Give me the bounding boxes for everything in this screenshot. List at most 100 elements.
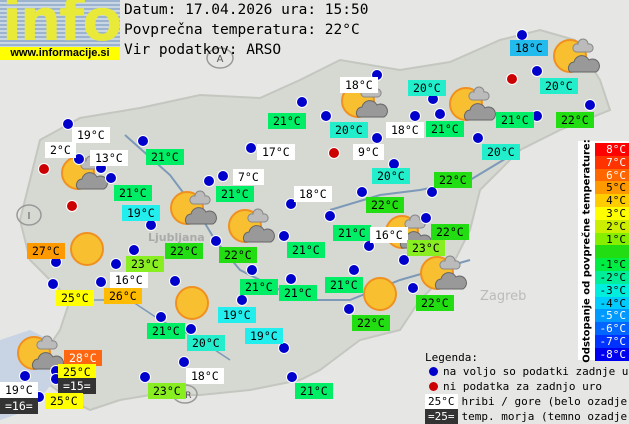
station-dot[interactable] xyxy=(372,70,382,80)
scale-row: -6°C xyxy=(595,322,629,335)
station-temp-label: 21°C xyxy=(333,225,371,241)
station-dot[interactable] xyxy=(297,97,307,107)
station-dot[interactable] xyxy=(170,276,180,286)
station-dot[interactable] xyxy=(532,66,542,76)
red-dot-icon xyxy=(429,382,438,391)
country-label-austria: A xyxy=(217,54,224,65)
partly-cloudy-icon xyxy=(553,38,600,73)
logo-url[interactable]: www.informacije.si xyxy=(0,47,120,60)
partly-cloudy-icon xyxy=(341,83,388,118)
station-temp-label: 25°C xyxy=(58,364,96,380)
station-dot[interactable] xyxy=(349,265,359,275)
station-dot[interactable] xyxy=(389,159,399,169)
station-dot[interactable] xyxy=(211,236,221,246)
blue-dot-icon xyxy=(429,367,438,376)
station-dot-missing[interactable] xyxy=(39,164,49,174)
station-dot[interactable] xyxy=(473,133,483,143)
station-dot[interactable] xyxy=(96,163,106,173)
station-dot[interactable] xyxy=(51,257,61,267)
station-dot[interactable] xyxy=(325,211,335,221)
station-dot[interactable] xyxy=(247,265,257,275)
station-dot[interactable] xyxy=(106,173,116,183)
station-dot[interactable] xyxy=(321,111,331,121)
scale-row: -1°C xyxy=(595,258,629,271)
station-dot[interactable] xyxy=(20,371,30,381)
station-temp-label: 20°C xyxy=(540,78,578,94)
station-temp-label: 21°C xyxy=(240,279,278,295)
scale-row: 7°C xyxy=(595,155,629,169)
station-dot[interactable] xyxy=(218,171,228,181)
station-temp-label: 23°C xyxy=(148,383,186,399)
station-dot[interactable] xyxy=(372,133,382,143)
station-dot[interactable] xyxy=(51,366,61,376)
station-dot[interactable] xyxy=(427,187,437,197)
avg-temp-line: Povprečna temperatura: 22°C xyxy=(124,22,360,38)
scale-row: 5°C xyxy=(595,181,629,194)
station-dot[interactable] xyxy=(48,279,58,289)
partly-cloudy-icon xyxy=(228,208,275,243)
station-temp-label: 18°C xyxy=(386,122,424,138)
station-dot[interactable] xyxy=(146,220,156,230)
station-dot[interactable] xyxy=(279,343,289,353)
partly-cloudy-icon xyxy=(420,255,467,290)
station-dot[interactable] xyxy=(364,241,374,251)
station-dot[interactable] xyxy=(410,111,420,121)
station-dot[interactable] xyxy=(179,357,189,367)
station-temp-label: 22°C xyxy=(352,315,390,331)
station-dot[interactable] xyxy=(408,283,418,293)
station-dot[interactable] xyxy=(585,100,595,110)
station-dot[interactable] xyxy=(357,187,367,197)
station-temp-label: 18°C xyxy=(340,77,378,93)
station-dot[interactable] xyxy=(286,274,296,284)
station-dot[interactable] xyxy=(129,245,139,255)
station-temp-label: 21°C xyxy=(268,113,306,129)
station-dot[interactable] xyxy=(435,109,445,119)
station-temp-label: 19°C xyxy=(72,127,110,143)
station-dot[interactable] xyxy=(237,295,247,305)
station-dot[interactable] xyxy=(156,312,166,322)
station-dot[interactable] xyxy=(138,136,148,146)
station-temp-label: 28°C xyxy=(64,350,102,366)
station-dot[interactable] xyxy=(34,392,44,402)
legend-missing: ni podatka za zadnjo uro xyxy=(429,379,602,394)
station-dot[interactable] xyxy=(74,154,84,164)
station-dot[interactable] xyxy=(286,199,296,209)
station-dot-missing[interactable] xyxy=(329,148,339,158)
station-dot-missing[interactable] xyxy=(67,201,77,211)
station-temp-label: 22°C xyxy=(434,172,472,188)
station-dot[interactable] xyxy=(532,111,542,121)
scale-row: 1°C xyxy=(595,232,629,245)
station-dot[interactable] xyxy=(204,176,214,186)
station-temp-label: 27°C xyxy=(27,243,65,259)
station-dot[interactable] xyxy=(344,304,354,314)
scale-row: 4°C xyxy=(595,194,629,207)
station-temp-label: 16°C xyxy=(370,227,408,243)
station-temp-label: 25°C xyxy=(45,393,83,409)
logo-word: info xyxy=(2,0,120,54)
station-dot[interactable] xyxy=(111,259,121,269)
station-dot[interactable] xyxy=(517,30,527,40)
sun-icon xyxy=(363,277,397,311)
scale-row xyxy=(595,245,629,259)
station-dot[interactable] xyxy=(399,255,409,265)
scale-row: -5°C xyxy=(595,309,629,322)
station-dot[interactable] xyxy=(246,143,256,153)
station-temp-label: 22°C xyxy=(416,295,454,311)
legend-sea: =25= temp. morja (temno ozadje) xyxy=(425,409,629,424)
station-dot[interactable] xyxy=(63,119,73,129)
station-dot[interactable] xyxy=(186,324,196,334)
station-dot[interactable] xyxy=(287,372,297,382)
station-dot[interactable] xyxy=(96,277,106,287)
station-dot-missing[interactable] xyxy=(507,74,517,84)
station-dot[interactable] xyxy=(140,372,150,382)
logo[interactable]: info www.informacije.si xyxy=(0,0,120,60)
scale-row: 6°C xyxy=(595,168,629,181)
station-dot[interactable] xyxy=(428,94,438,104)
station-dot[interactable] xyxy=(421,213,431,223)
legend-ok: na voljo so podatki zadnje ure xyxy=(429,364,629,379)
station-temp-label: 23°C xyxy=(407,240,445,256)
station-temp-label: 18°C xyxy=(510,40,548,56)
station-dot[interactable] xyxy=(51,374,61,384)
station-dot[interactable] xyxy=(279,231,289,241)
station-temp-label: 13°C xyxy=(90,150,128,166)
